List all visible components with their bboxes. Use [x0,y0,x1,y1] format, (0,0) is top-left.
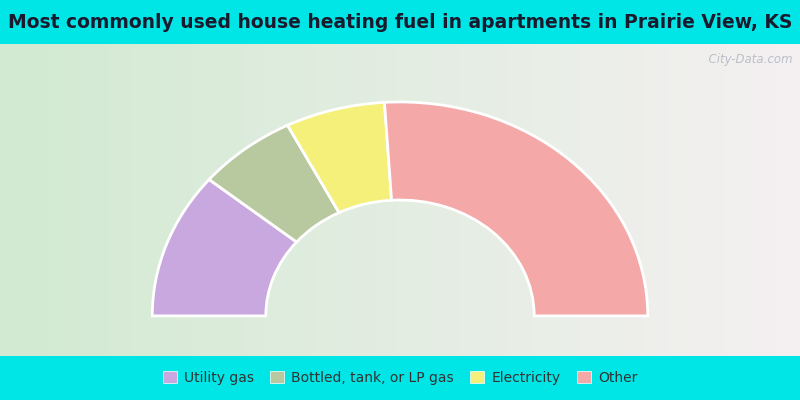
Wedge shape [209,125,339,242]
Text: City-Data.com: City-Data.com [701,53,792,66]
Legend: Utility gas, Bottled, tank, or LP gas, Electricity, Other: Utility gas, Bottled, tank, or LP gas, E… [158,366,642,390]
Wedge shape [287,102,391,213]
Wedge shape [152,180,297,316]
Wedge shape [385,102,648,316]
Text: Most commonly used house heating fuel in apartments in Prairie View, KS: Most commonly used house heating fuel in… [8,12,792,32]
